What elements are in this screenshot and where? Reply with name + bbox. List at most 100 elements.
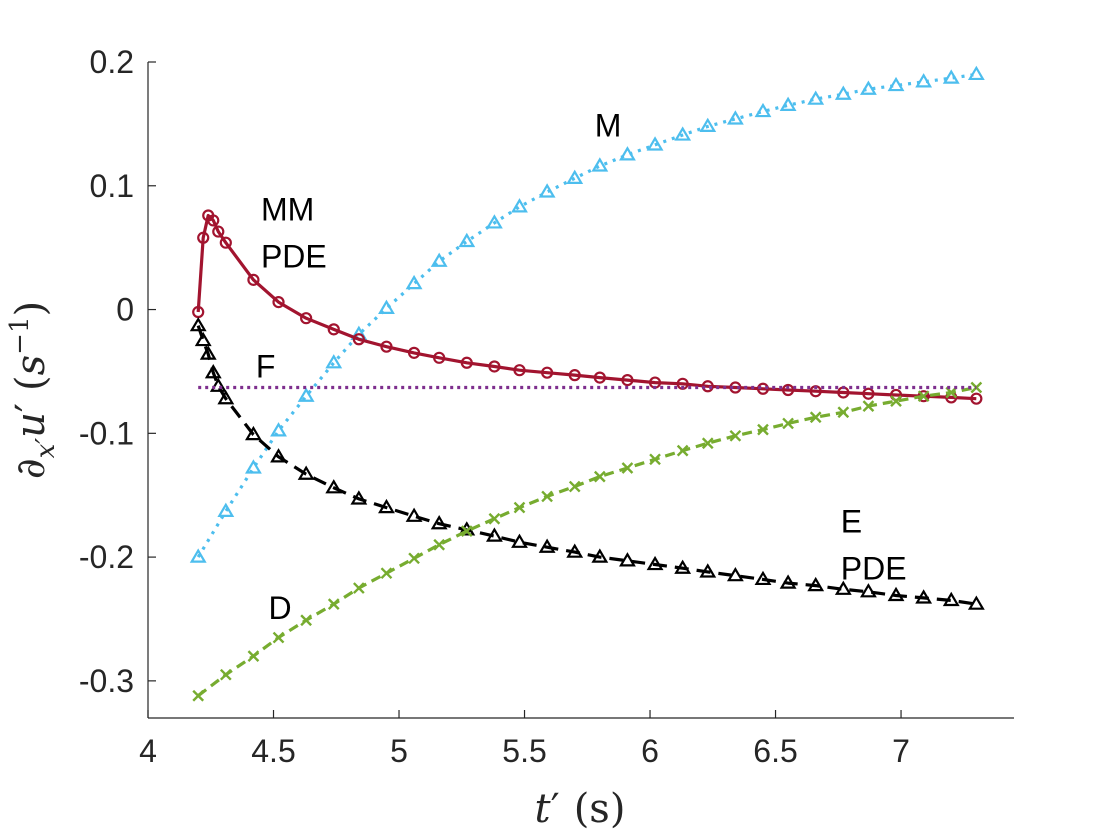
data-point-e-pde: [834, 580, 852, 595]
data-point-mm-pde: [327, 323, 340, 336]
data-point-e-pde: [779, 574, 797, 589]
data-point-mm-pde: [513, 364, 526, 377]
data-point-d: [353, 582, 365, 594]
data-point-m: [674, 126, 692, 141]
data-point-mm-pde: [272, 296, 285, 309]
data-point-d: [247, 650, 260, 662]
data-point-d: [649, 453, 661, 466]
data-point-mm-pde: [247, 273, 260, 286]
data-point-m: [646, 136, 664, 151]
data-point-e-pde: [967, 595, 985, 610]
data-point-m: [538, 183, 556, 198]
data-point-mm-pde: [212, 225, 225, 238]
data-point-mm-pde: [407, 346, 421, 359]
data-point-mm-pde: [970, 392, 983, 405]
data-point-mm-pde: [352, 333, 365, 346]
series-d: [192, 381, 983, 702]
data-point-d: [862, 400, 875, 412]
data-point-m: [754, 102, 772, 118]
data-point-d: [621, 462, 634, 474]
data-point-mm-pde: [207, 214, 220, 227]
y-axis-partial: ∂: [8, 458, 54, 479]
data-point-m: [297, 387, 315, 402]
data-point-m: [699, 117, 717, 133]
annotation-m: M: [595, 107, 622, 143]
data-point-d: [568, 480, 581, 493]
data-point-d: [327, 598, 340, 610]
data-point-d: [729, 429, 742, 442]
data-point-mm-pde: [488, 360, 501, 373]
data-point-e-pde: [915, 589, 933, 604]
data-point-mm-pde: [568, 369, 581, 382]
data-point-e-pde: [859, 583, 877, 598]
data-point-e-pde: [646, 555, 664, 571]
series-mm-pde: [192, 209, 983, 405]
data-point-e-pde: [204, 364, 222, 379]
data-point-d: [782, 417, 794, 430]
data-point-e-pde: [619, 552, 636, 567]
data-point-m: [325, 354, 343, 369]
data-point-mm-pde: [593, 371, 606, 384]
data-point-e-pde: [942, 591, 960, 607]
data-point-m: [942, 69, 960, 84]
data-point-d: [408, 552, 420, 565]
annotation-pde: PDE: [261, 238, 327, 274]
series-e-pde: [189, 316, 985, 610]
data-point-e-pde: [378, 498, 395, 514]
data-point-mm-pde: [781, 383, 795, 397]
data-point-e-pde: [538, 538, 556, 553]
data-point-e-pde: [511, 533, 528, 548]
x-tick-label: 7: [892, 733, 910, 769]
annotation-d: D: [268, 590, 291, 626]
data-point-e-pde: [199, 345, 217, 360]
series-line-e-pde: [196, 325, 977, 606]
annotation-pde: PDE: [841, 550, 907, 586]
data-point-mm-pde: [541, 366, 554, 379]
data-point-m: [915, 73, 933, 88]
x-axis-label: t′ (s): [535, 786, 626, 832]
data-point-mm-pde: [380, 340, 393, 353]
data-point-mm-pde: [197, 231, 210, 244]
data-point-e-pde: [754, 570, 772, 586]
x-tick-label: 5: [390, 733, 408, 769]
y-tick-label: 0.1: [90, 168, 134, 204]
axes: 4 4.5 5 5.5 6 6.5 7 0.2 0.1 0 -0.1 -0.2 -0.3: [79, 44, 1014, 769]
data-point-m: [270, 422, 287, 437]
data-point-mm-pde: [300, 312, 313, 325]
data-point-mm-pde: [460, 356, 473, 369]
data-point-m: [458, 232, 476, 248]
x-axis-symbol: t: [535, 786, 552, 832]
data-point-d: [460, 525, 473, 537]
data-point-d: [890, 395, 902, 407]
data-point-e-pde: [350, 490, 368, 505]
y-axis-sub: x′: [31, 438, 61, 459]
annotation-mm: MM: [261, 191, 314, 227]
x-tick-label: 5.5: [502, 733, 546, 769]
data-point-m: [887, 76, 905, 92]
data-point-m: [859, 80, 877, 95]
data-point-m: [779, 96, 797, 111]
data-point-d: [272, 631, 285, 644]
data-point-m: [619, 146, 636, 161]
data-point-e-pde: [194, 331, 212, 347]
x-tick-label: 6: [641, 733, 659, 769]
data-point-e-pde: [726, 566, 744, 582]
y-axis-prime: ′: [8, 403, 54, 412]
data-point-d: [541, 490, 553, 503]
x-tick-label: 6.5: [753, 733, 797, 769]
data-point-d: [593, 470, 606, 483]
data-point-e-pde: [807, 576, 825, 592]
y-axis-unit-exp: −1: [5, 317, 35, 355]
data-point-e-pde: [674, 559, 692, 574]
data-point-d: [917, 390, 930, 403]
data-point-e-pde: [566, 543, 584, 558]
data-point-d: [676, 444, 689, 457]
y-axis-unit-open: (: [8, 375, 54, 391]
data-point-m: [726, 110, 744, 125]
series-layer: [189, 65, 985, 702]
data-point-e-pde: [430, 515, 448, 530]
data-point-m: [245, 459, 262, 474]
data-point-m: [378, 299, 395, 314]
series-m: [189, 65, 985, 563]
